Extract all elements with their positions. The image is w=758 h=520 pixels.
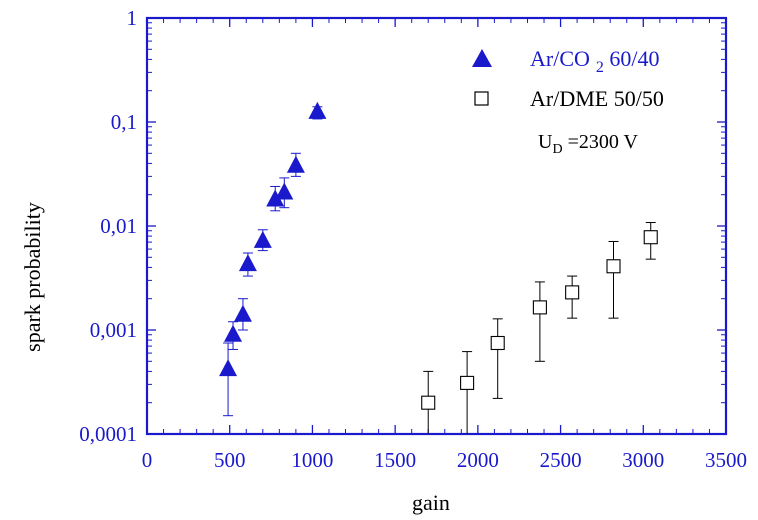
series (219, 101, 658, 434)
data-point-square (606, 259, 621, 274)
annotation-ud-sub: D (552, 142, 562, 157)
series-1 (421, 222, 658, 434)
annotation-ud-main: U (538, 131, 553, 153)
x-tick-label: 0 (142, 448, 153, 472)
data-point-triangle (238, 254, 257, 272)
y-tick-label: 0,001 (90, 318, 137, 342)
data-point-square (565, 285, 580, 300)
data-point-triangle (275, 182, 294, 200)
legend: Ar/CO 2 60/40 Ar/DME 50/50 UD =2300 V (472, 46, 664, 157)
x-tick-label: 3000 (622, 448, 664, 472)
data-point-triangle (253, 230, 272, 248)
y-tick-label: 0,01 (100, 214, 137, 238)
data-point-triangle (219, 359, 238, 377)
x-tick-label: 1000 (291, 448, 333, 472)
tick-labels: 0 500 1000 1500 2000 2500 3000 3500 0,0001 0,001 0… (79, 6, 747, 472)
legend-marker-ar-co2 (472, 49, 492, 67)
data-point-triangle (224, 324, 243, 342)
data-point-square (532, 300, 547, 315)
x-tick-label: 500 (214, 448, 246, 472)
annotation-ud-rest: =2300 V (563, 131, 639, 153)
legend-label-ar-co2-main: Ar/CO (530, 46, 590, 71)
x-tick-label: 1500 (374, 448, 416, 472)
data-point-triangle (286, 155, 305, 173)
y-tick-label: 0,1 (111, 110, 137, 134)
series-0 (219, 101, 327, 417)
legend-label-ar-co2: Ar/CO 2 60/40 (530, 46, 660, 76)
data-point-triangle (233, 304, 252, 322)
annotation-ud: UD =2300 V (538, 131, 638, 157)
data-point-triangle (308, 101, 327, 119)
y-axis-title: spark probability (20, 202, 45, 352)
y-tick-label: 1 (127, 6, 138, 30)
legend-label-ar-co2-sub: 2 (596, 59, 604, 76)
legend-marker-ar-dme (474, 91, 489, 106)
x-tick-label: 2000 (457, 448, 499, 472)
data-point-triangle (266, 189, 285, 207)
legend-label-ar-co2-rest: 60/40 (604, 46, 660, 71)
x-tick-label: 3500 (705, 448, 747, 472)
legend-label-ar-dme: Ar/DME 50/50 (530, 86, 664, 111)
x-axis-title: gain (412, 490, 450, 515)
x-tick-label: 2500 (540, 448, 582, 472)
data-point-square (643, 230, 658, 245)
data-point-square (460, 375, 475, 390)
data-point-square (421, 395, 436, 410)
y-tick-label: 0,0001 (79, 422, 137, 446)
data-point-square (490, 335, 505, 351)
ticks (146, 17, 727, 435)
